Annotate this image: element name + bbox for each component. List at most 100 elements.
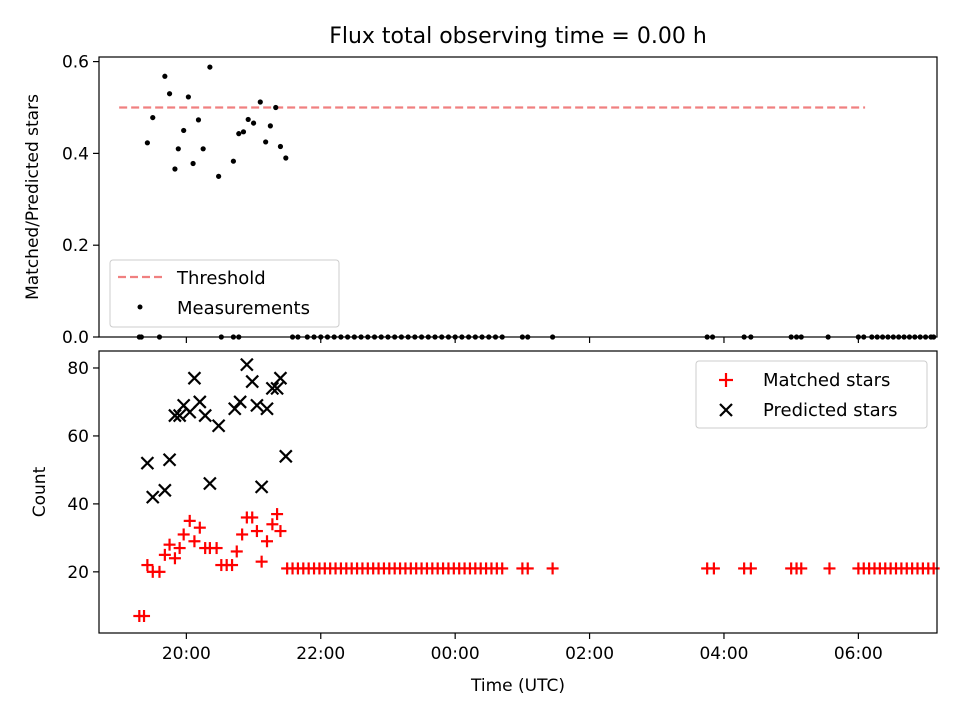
measurements-point (245, 116, 251, 123)
predicted-stars-point (140, 456, 155, 470)
predicted-stars-point (182, 405, 197, 419)
bottom-x-tick-label: 02:00 (565, 644, 614, 664)
measurements-point (240, 129, 247, 135)
matched-stars-point (521, 562, 534, 575)
measurements-point (195, 117, 202, 123)
chart-title: Flux total observing time = 0.00 h (329, 24, 707, 49)
top-legend: Threshold Measurements (109, 259, 340, 328)
matched-stars-point (707, 562, 720, 575)
legend-threshold-label: Threshold (176, 268, 266, 289)
predicted-stars-point (193, 395, 207, 409)
top-panel: 0.0 0.2 0.4 0.6 Matched/Predicted stars Thr… (23, 53, 938, 348)
bottom-x-tick-label: 04:00 (699, 644, 748, 664)
matched-stars-point (177, 528, 190, 541)
measurements-point (263, 139, 269, 145)
predicted-stars-point (265, 381, 280, 396)
measurements-point (283, 155, 289, 161)
predicted-stars-point (254, 480, 269, 494)
bottom-x-ticks: 20:00 22:00 00:00 02:00 04:00 06:00 (162, 633, 883, 664)
predicted-stars-point (279, 449, 293, 464)
measurements-point (257, 99, 263, 105)
bottom-x-tick-label: 22:00 (296, 644, 345, 664)
bottom-legend: Matched stars Predicted stars (695, 360, 928, 429)
top-y-tick-label: 0.2 (62, 236, 89, 256)
top-x-ticks (185, 337, 859, 343)
predicted-stars-point (240, 357, 254, 372)
top-plot-marks (119, 64, 937, 340)
measurements-point (236, 131, 242, 137)
measurements-point (216, 173, 222, 179)
legend-measurements-marker (137, 304, 143, 310)
bottom-y-tick-label: 60 (67, 427, 89, 447)
top-y-tick-label: 0.0 (62, 328, 89, 348)
predicted-stars-point (233, 395, 247, 409)
matched-stars-point (158, 548, 171, 561)
matched-stars-point (236, 528, 249, 541)
x-axis-label: Time (UTC) (470, 676, 565, 696)
measurements-point (175, 146, 181, 152)
bottom-x-tick-label: 20:00 (162, 644, 211, 664)
matched-stars-point (266, 518, 279, 531)
legend-matched-marker (719, 373, 733, 387)
matched-stars-point (795, 562, 808, 575)
matched-stars-point (173, 542, 186, 555)
top-y-tick-label: 0.6 (62, 53, 89, 73)
matched-stars-point (188, 535, 201, 548)
predicted-stars-point (250, 398, 264, 413)
measurements-point (166, 91, 173, 97)
bottom-y-axis-label: Count (30, 466, 50, 517)
measurements-point (144, 140, 150, 146)
bottom-axes-frame (98, 350, 938, 634)
matched-stars-point (210, 542, 223, 555)
bottom-x-tick-label: 00:00 (431, 644, 480, 664)
predicted-stars-point (245, 374, 259, 389)
bottom-x-tick-label: 06:00 (834, 644, 883, 664)
matched-stars-point (138, 610, 151, 623)
bottom-y-tick-label: 20 (67, 563, 89, 583)
legend-predicted-label: Predicted stars (763, 400, 897, 421)
measurements-point (230, 158, 237, 164)
matched-stars-point (193, 521, 206, 534)
predicted-stars-point (145, 490, 160, 504)
matched-stars-point (546, 562, 559, 575)
top-y-axis-label: Matched/Predicted stars (23, 94, 43, 300)
matched-stars-point (183, 514, 196, 527)
matched-stars-point (927, 562, 940, 575)
matched-stars-point (153, 565, 166, 578)
predicted-stars-point (198, 408, 212, 423)
measurements-point (190, 160, 196, 167)
matched-stars-point (744, 562, 757, 575)
measurements-point (267, 123, 273, 129)
predicted-stars-point (187, 371, 202, 385)
matched-stars-point (823, 562, 836, 575)
matched-stars-point (496, 562, 509, 575)
measurements-point (150, 114, 156, 121)
legend-matched-label: Matched stars (763, 370, 890, 391)
predicted-stars-point (172, 408, 187, 423)
predicted-stars-point (211, 418, 226, 433)
matched-stars-point (255, 555, 268, 568)
bottom-legend-box (695, 360, 928, 429)
matched-stars-point (271, 508, 284, 521)
matched-stars-point (274, 525, 287, 538)
matched-stars-point (261, 535, 274, 548)
top-legend-box (109, 259, 340, 328)
measurements-point (250, 120, 257, 126)
measurements-point (172, 166, 178, 172)
measurements-point (207, 64, 213, 70)
top-y-ticks: 0.0 0.2 0.4 0.6 (62, 53, 99, 348)
matched-stars-point (163, 538, 176, 551)
measurements-point (162, 73, 168, 79)
bottom-plot-marks (133, 357, 940, 623)
matched-stars-point (226, 559, 239, 572)
bottom-y-ticks: 20 40 60 80 (67, 359, 99, 583)
legend-predicted-marker (719, 403, 733, 417)
matched-stars-point (230, 545, 243, 558)
predicted-stars-point (162, 452, 177, 467)
bottom-y-tick-label: 40 (67, 495, 89, 515)
bottom-y-tick-label: 80 (67, 359, 89, 379)
measurements-point (277, 143, 284, 150)
